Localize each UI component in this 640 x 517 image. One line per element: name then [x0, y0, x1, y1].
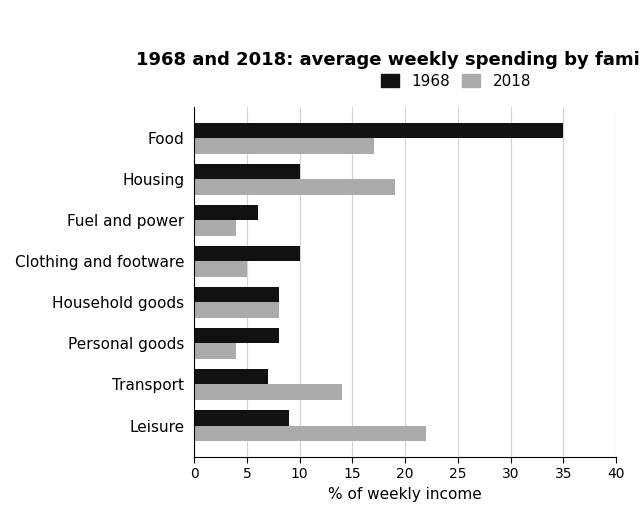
Bar [194, 385, 342, 400]
Bar [194, 302, 278, 318]
Bar [194, 139, 374, 154]
Bar [194, 262, 247, 277]
Bar [194, 205, 257, 220]
Bar [194, 123, 563, 139]
Legend: 1968, 2018: 1968, 2018 [376, 69, 536, 93]
X-axis label: % of weekly income: % of weekly income [328, 487, 482, 502]
Bar [194, 246, 300, 262]
Bar [194, 287, 278, 302]
Bar [194, 328, 278, 343]
Bar [194, 369, 268, 385]
Bar [194, 343, 236, 359]
Bar [194, 179, 395, 195]
Bar [194, 220, 236, 236]
Bar [194, 164, 300, 179]
Title: 1968 and 2018: average weekly spending by families: 1968 and 2018: average weekly spending b… [136, 51, 640, 69]
Bar [194, 425, 426, 441]
Bar [194, 410, 289, 425]
